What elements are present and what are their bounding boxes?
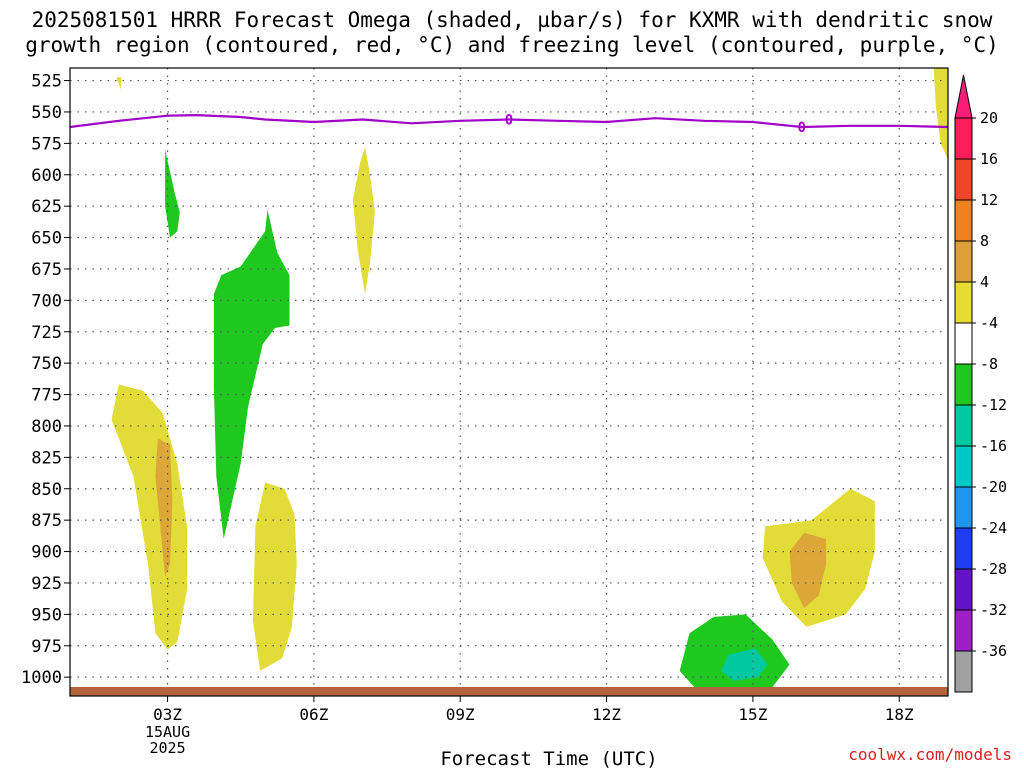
colorbar-label-13: -36 <box>980 642 1007 660</box>
y-tick-label-725: 725 <box>31 323 62 343</box>
colorbar-label-2: 12 <box>980 191 998 209</box>
x-tick-label-18Z: 18Z <box>885 705 914 724</box>
y-tick-label-975: 975 <box>31 637 62 657</box>
colorbar-label-9: -20 <box>980 478 1007 496</box>
y-tick-label-675: 675 <box>31 260 62 280</box>
y-tick-label-575: 575 <box>31 134 62 154</box>
x-tick-label-06Z: 06Z <box>299 705 328 724</box>
colorbar-label-6: -8 <box>980 355 998 373</box>
freezing-level-line <box>70 113 948 129</box>
y-tick-label-650: 650 <box>31 229 62 249</box>
colorbar-swatch-11 <box>954 568 973 611</box>
colorbar-label-8: -16 <box>980 437 1007 455</box>
colorbar-label-1: 16 <box>980 150 998 168</box>
colorbar-swatch-2 <box>954 199 973 242</box>
omega-region-1 <box>933 68 948 160</box>
title-line-1: 2025081501 HRRR Forecast Omega (shaded, … <box>31 8 993 32</box>
omega-region-8 <box>165 149 180 238</box>
colorbar-swatch-4 <box>954 281 973 324</box>
y-tick-label-875: 875 <box>31 511 62 531</box>
y-tick-label-700: 700 <box>31 291 62 311</box>
freezing-level-label: 0 <box>797 120 805 136</box>
colorbar-swatch-9 <box>954 486 973 529</box>
colorbar-swatch-8 <box>954 445 973 488</box>
y-tick-label-775: 775 <box>31 386 62 406</box>
plot-frame <box>69 67 949 697</box>
y-tick-label-950: 950 <box>31 605 62 625</box>
y-tick-label-625: 625 <box>31 197 62 217</box>
y-tick-label-525: 525 <box>31 72 62 92</box>
y-tick-label-800: 800 <box>31 417 62 437</box>
y-tick-label-750: 750 <box>31 354 62 374</box>
colorbar-top-arrow <box>954 74 973 119</box>
freezing-level-label: 0 <box>505 112 513 128</box>
y-tick-label-1000: 1000 <box>21 668 62 688</box>
y-tick-label-550: 550 <box>31 103 62 123</box>
colorbar-swatch-3 <box>954 240 973 283</box>
y-tick-label-850: 850 <box>31 480 62 500</box>
colorbar-swatch-0 <box>954 117 973 160</box>
omega-region-4 <box>252 482 297 671</box>
colorbar-swatch-13 <box>954 650 973 693</box>
colorbar-label-11: -28 <box>980 560 1007 578</box>
x-tick-label-12Z: 12Z <box>592 705 621 724</box>
colorbar-label-12: -32 <box>980 601 1007 619</box>
omega-region-2 <box>111 384 188 650</box>
colorbar-label-3: 8 <box>980 232 989 250</box>
chart-title: 2025081501 HRRR Forecast Omega (shaded, … <box>0 8 1024 58</box>
colorbar-swatch-7 <box>954 404 973 447</box>
x-date-label-1: 2025 <box>149 739 185 757</box>
x-date-label-0: 15AUG <box>145 723 190 741</box>
y-tick-label-825: 825 <box>31 448 62 468</box>
colorbar-label-7: -12 <box>980 396 1007 414</box>
title-line-2: growth region (contoured, red, °C) and f… <box>25 33 999 57</box>
colorbar-swatch-1 <box>954 158 973 201</box>
colorbar-label-0: 20 <box>980 109 998 127</box>
credit-label: coolwx.com/models <box>848 745 1012 764</box>
x-tick-label-15Z: 15Z <box>738 705 767 724</box>
colorbar-label-4: 4 <box>980 273 989 291</box>
x-tick-label-09Z: 09Z <box>446 705 475 724</box>
x-axis-label: Forecast Time (UTC) <box>440 748 657 768</box>
colorbar-swatch-10 <box>954 527 973 570</box>
omega-region-11 <box>721 648 768 681</box>
y-tick-label-600: 600 <box>31 166 62 186</box>
colorbar-swatch-6 <box>954 363 973 406</box>
terrain-band <box>70 687 948 696</box>
x-tick-label-03Z: 03Z <box>153 705 182 724</box>
colorbar-label-5: -4 <box>980 314 998 332</box>
y-tick-label-925: 925 <box>31 574 62 594</box>
colorbar-swatch-5 <box>954 322 973 365</box>
omega-region-5 <box>352 147 375 295</box>
colorbar-label-10: -24 <box>980 519 1007 537</box>
omega-region-9 <box>213 209 290 539</box>
omega-region-0 <box>116 76 122 90</box>
y-tick-label-900: 900 <box>31 543 62 563</box>
colorbar-swatch-12 <box>954 609 973 652</box>
